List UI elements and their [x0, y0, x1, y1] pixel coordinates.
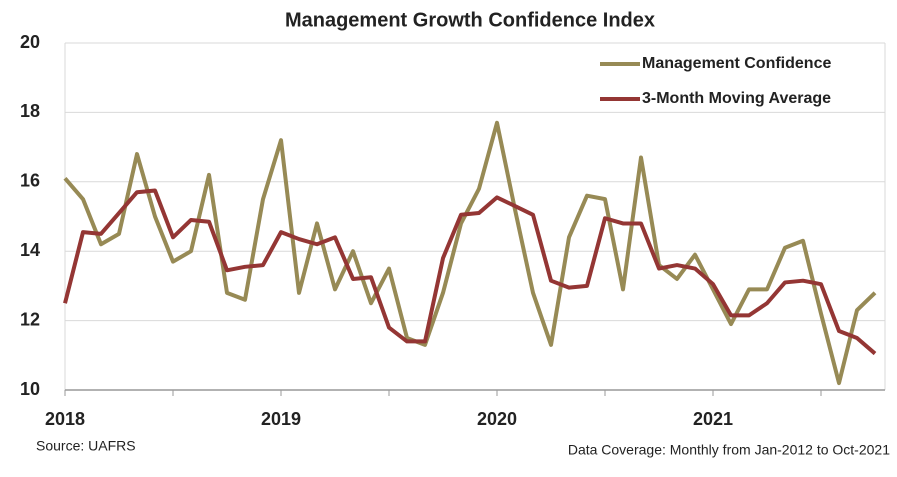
legend-label: Management Confidence: [642, 55, 831, 72]
legend-label: 3-Month Moving Average: [642, 90, 831, 107]
y-tick-label: 10: [20, 379, 40, 399]
y-tick-label: 16: [20, 171, 40, 191]
series-line: [63, 120, 877, 386]
x-tick-label: 2021: [693, 409, 733, 429]
y-tick-label: 12: [20, 309, 40, 329]
x-tick-label: 2018: [45, 409, 85, 429]
y-tick-label: 20: [20, 32, 40, 52]
note: Data Coverage: Monthly from Jan-2012 to …: [568, 442, 890, 458]
chart-title: Management Growth Confidence Index: [285, 9, 655, 31]
source: Source: UAFRS: [36, 438, 136, 454]
x-tick-label: 2019: [261, 409, 301, 429]
y-tick-label: 14: [20, 240, 40, 260]
y-tick-label: 18: [20, 101, 40, 121]
x-tick-label: 2020: [477, 409, 517, 429]
series-line: [63, 188, 877, 356]
